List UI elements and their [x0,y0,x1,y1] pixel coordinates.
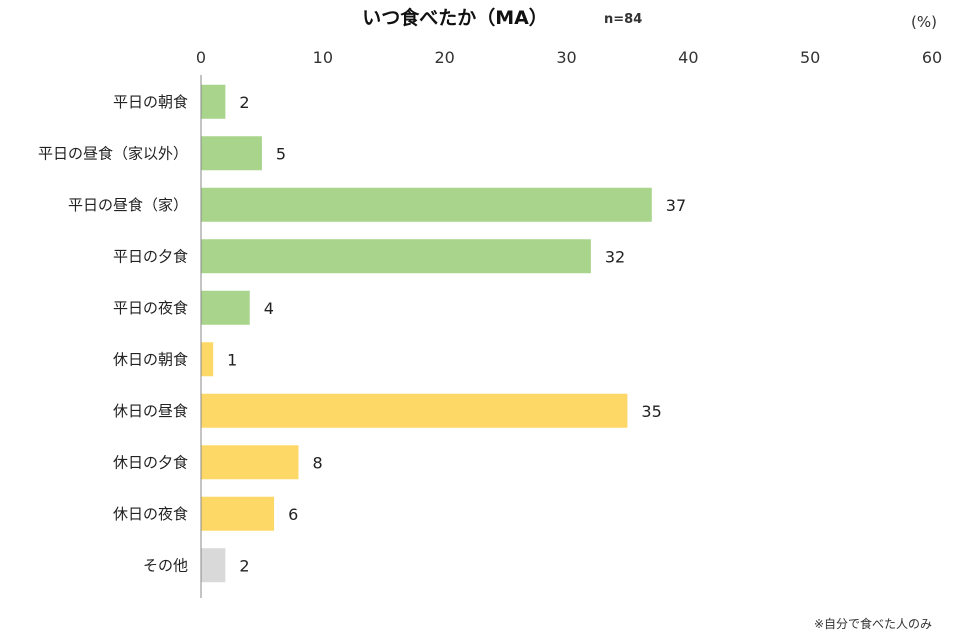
category-label: 休日の朝食 [113,350,188,368]
chart-title: いつ食べたか（MA） [362,6,548,29]
x-tick-label: 30 [556,48,576,67]
bar [201,239,591,274]
x-tick-label: 60 [922,48,942,67]
value-label: 2 [239,556,249,575]
category-label: 平日の昼食（家） [68,196,188,214]
footnote: ※自分で食べた人のみ [814,616,932,631]
category-label: 平日の朝食 [113,93,188,111]
bar [201,496,275,531]
category-label: 休日の夕食 [113,453,188,471]
bar [201,445,299,480]
category-label: 平日の昼食（家以外） [38,144,188,162]
category-label: その他 [143,556,188,574]
value-label: 35 [641,402,661,421]
value-label: 6 [288,505,298,524]
x-tick-label: 10 [313,48,333,67]
x-tick-label: 50 [800,48,820,67]
x-tick-label: 40 [678,48,698,67]
category-label: 平日の夕食 [113,247,188,265]
value-label: 32 [605,247,625,266]
category-label: 平日の夜食 [113,299,188,317]
value-label: 4 [264,299,274,318]
sample-size-label: n=84 [604,12,642,27]
bars: 平日の朝食 2 平日の昼食（家以外） 5 平日の昼食（家） 37 平日の夕食 32 平日の夜食 4… [38,84,686,583]
bar [201,290,250,325]
bar [201,393,628,428]
x-axis-ticks: 0 10 20 30 40 50 60 [196,48,942,67]
value-label: 1 [227,350,237,369]
unit-label: (%) [911,13,937,31]
value-label: 2 [239,93,249,112]
category-label: 休日の夜食 [113,505,188,523]
bar [201,548,226,583]
bar [201,136,262,171]
value-label: 8 [312,453,322,472]
bar [201,187,652,222]
x-tick-label: 0 [196,48,206,67]
category-label: 休日の昼食 [113,402,188,420]
bar [201,342,214,377]
x-tick-label: 20 [434,48,454,67]
bar [201,84,226,119]
value-label: 5 [276,144,286,163]
value-label: 37 [666,196,686,215]
